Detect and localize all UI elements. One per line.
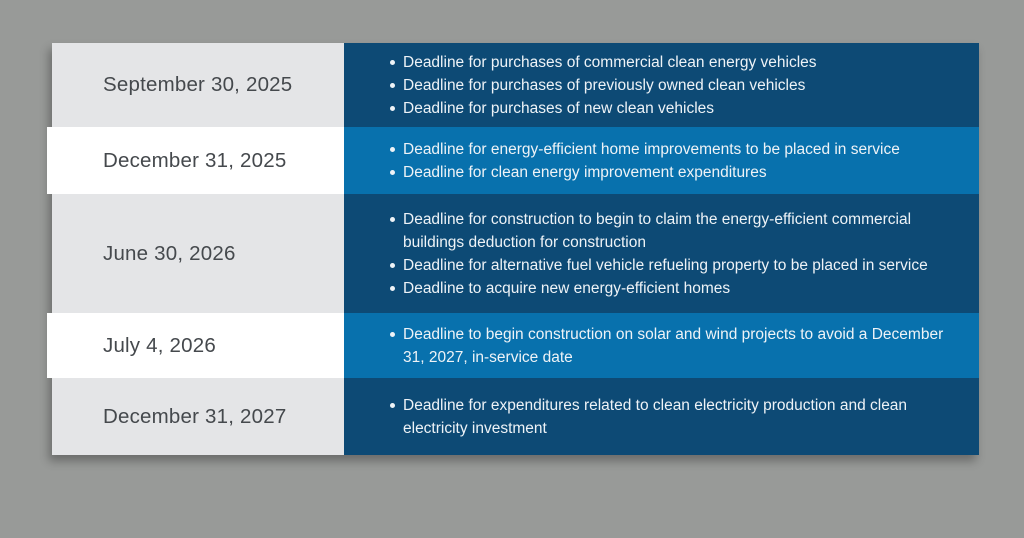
deadline-item: Deadline for expenditures related to cle… xyxy=(389,394,963,440)
deadline-text: Deadline for clean energy improvement ex… xyxy=(403,163,767,181)
table-row: December 31, 2025 Deadline for energy-ef… xyxy=(47,127,979,194)
bullet-icon xyxy=(390,146,395,152)
date-label: December 31, 2027 xyxy=(103,404,287,428)
date-label: December 31, 2025 xyxy=(103,148,287,172)
bullet-icon xyxy=(390,169,395,175)
deadline-text: Deadline for energy-efficient home impro… xyxy=(403,140,900,158)
deadline-cell: Deadline to begin construction on solar … xyxy=(344,313,979,378)
date-label: June 30, 2026 xyxy=(103,241,236,265)
deadline-item: Deadline to begin construction on solar … xyxy=(389,323,963,369)
deadline-item: Deadline to acquire new energy-efficient… xyxy=(389,277,963,300)
table-row: July 4, 2026 Deadline to begin construct… xyxy=(47,313,979,378)
deadline-list: Deadline for energy-efficient home impro… xyxy=(389,138,963,184)
table-row: June 30, 2026 Deadline for construction … xyxy=(52,194,979,313)
table-row: September 30, 2025 Deadline for purchase… xyxy=(52,43,979,127)
deadline-text: Deadline to acquire new energy-efficient… xyxy=(403,279,731,297)
deadline-text: Deadline for purchases of commercial cle… xyxy=(403,53,817,71)
date-cell: June 30, 2026 xyxy=(52,194,344,313)
deadline-item: Deadline for alternative fuel vehicle re… xyxy=(389,254,963,277)
bullet-icon xyxy=(390,331,395,337)
deadline-item: Deadline for purchases of new clean vehi… xyxy=(389,97,963,120)
date-label: July 4, 2026 xyxy=(103,333,216,357)
date-cell: December 31, 2025 xyxy=(47,127,344,194)
deadline-item: Deadline for purchases of previously own… xyxy=(389,74,963,97)
table-row: December 31, 2027 Deadline for expenditu… xyxy=(52,378,979,455)
deadline-list: Deadline for expenditures related to cle… xyxy=(389,394,963,440)
deadline-list: Deadline for construction to begin to cl… xyxy=(389,208,963,300)
deadline-list: Deadline to begin construction on solar … xyxy=(389,323,963,369)
deadline-item: Deadline for construction to begin to cl… xyxy=(389,208,963,254)
deadline-cell: Deadline for construction to begin to cl… xyxy=(344,194,979,313)
date-cell: July 4, 2026 xyxy=(47,313,344,378)
deadline-cell: Deadline for energy-efficient home impro… xyxy=(344,127,979,194)
bullet-icon xyxy=(390,82,395,88)
deadline-text: Deadline to begin construction on solar … xyxy=(403,325,944,366)
deadline-item: Deadline for purchases of commercial cle… xyxy=(389,51,963,74)
date-label: September 30, 2025 xyxy=(103,73,293,96)
deadline-text: Deadline for purchases of new clean vehi… xyxy=(403,99,715,117)
deadline-cell: Deadline for expenditures related to cle… xyxy=(344,378,979,455)
bullet-icon xyxy=(390,285,395,291)
deadline-table: September 30, 2025 Deadline for purchase… xyxy=(47,43,979,455)
bullet-icon xyxy=(390,216,395,222)
date-cell: December 31, 2027 xyxy=(52,378,344,455)
deadline-text: Deadline for purchases of previously own… xyxy=(403,76,806,94)
deadline-cell: Deadline for purchases of commercial cle… xyxy=(344,43,979,127)
bullet-icon xyxy=(390,262,395,268)
bullet-icon xyxy=(390,105,395,111)
date-cell: September 30, 2025 xyxy=(52,43,344,127)
deadline-text: Deadline for alternative fuel vehicle re… xyxy=(403,256,928,274)
deadline-item: Deadline for clean energy improvement ex… xyxy=(389,161,963,184)
bullet-icon xyxy=(390,402,395,408)
deadline-text: Deadline for expenditures related to cle… xyxy=(403,396,908,437)
deadline-text: Deadline for construction to begin to cl… xyxy=(403,210,912,251)
deadline-list: Deadline for purchases of commercial cle… xyxy=(389,51,963,120)
bullet-icon xyxy=(390,59,395,65)
deadline-item: Deadline for energy-efficient home impro… xyxy=(389,138,963,161)
